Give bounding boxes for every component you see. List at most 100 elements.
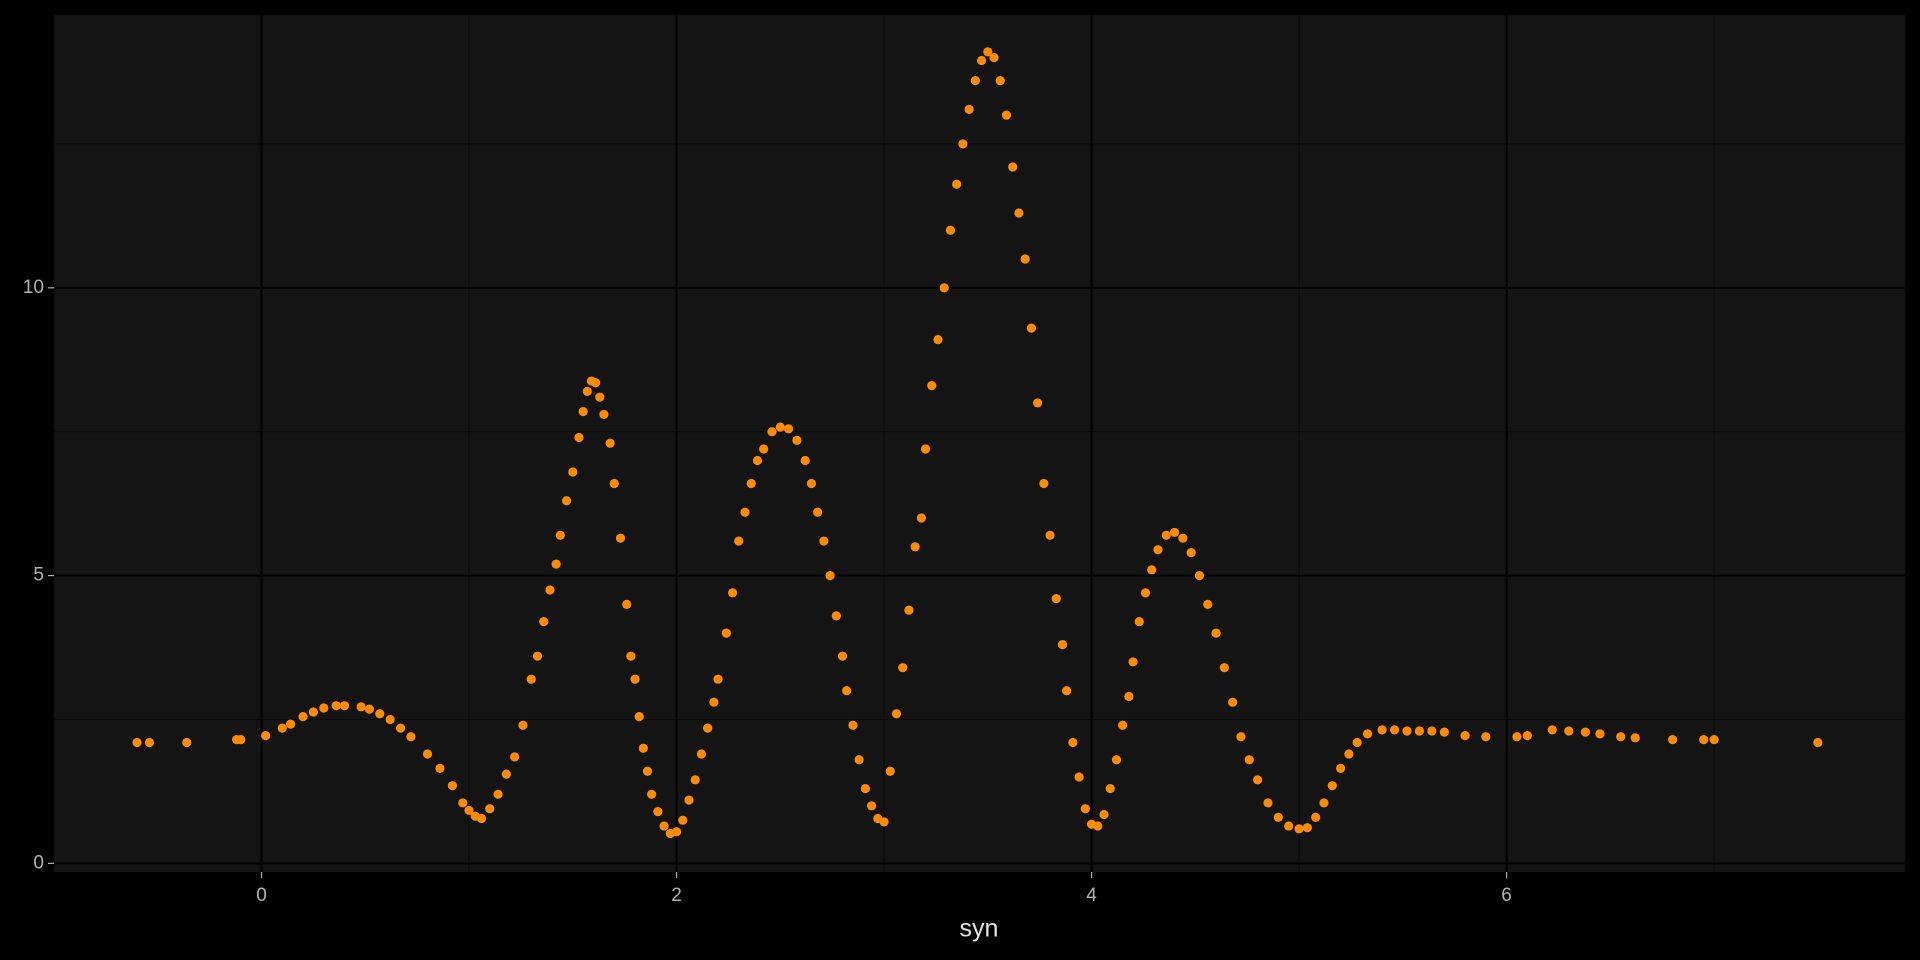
point bbox=[561, 496, 572, 506]
point bbox=[1080, 804, 1090, 814]
point bbox=[647, 789, 657, 799]
point bbox=[696, 749, 707, 759]
point bbox=[1105, 783, 1115, 794]
point bbox=[684, 795, 694, 805]
point bbox=[678, 815, 688, 825]
point bbox=[1014, 208, 1024, 218]
x-tick-label: 2 bbox=[671, 885, 682, 906]
point bbox=[435, 763, 445, 774]
point bbox=[1630, 733, 1640, 743]
point bbox=[356, 702, 366, 712]
point bbox=[945, 225, 956, 235]
point bbox=[1813, 737, 1823, 748]
y-tick-label: 5 bbox=[33, 565, 44, 586]
point bbox=[1512, 732, 1522, 742]
point bbox=[615, 533, 626, 543]
point bbox=[447, 781, 458, 791]
panel bbox=[54, 15, 1905, 872]
point bbox=[989, 52, 999, 63]
point bbox=[1263, 798, 1273, 808]
point bbox=[261, 730, 271, 741]
point bbox=[1311, 812, 1321, 822]
point bbox=[885, 766, 895, 776]
point bbox=[1118, 720, 1128, 730]
point bbox=[622, 599, 632, 609]
point bbox=[595, 392, 605, 402]
point bbox=[501, 769, 511, 779]
point bbox=[1008, 162, 1018, 172]
point bbox=[866, 801, 877, 811]
point bbox=[1284, 821, 1294, 831]
point bbox=[1169, 527, 1180, 538]
point bbox=[551, 559, 561, 569]
point bbox=[634, 712, 644, 722]
point bbox=[582, 386, 592, 397]
point bbox=[144, 737, 155, 748]
point bbox=[1389, 725, 1400, 735]
point bbox=[958, 139, 968, 149]
point bbox=[308, 707, 318, 717]
point bbox=[574, 432, 584, 443]
point bbox=[983, 47, 993, 57]
point bbox=[458, 798, 468, 808]
point bbox=[545, 585, 555, 595]
point bbox=[1039, 478, 1049, 489]
point bbox=[964, 104, 974, 114]
point bbox=[1709, 735, 1719, 745]
point bbox=[568, 467, 578, 477]
point bbox=[1319, 798, 1329, 808]
point bbox=[555, 530, 565, 540]
point bbox=[406, 732, 416, 742]
point bbox=[285, 719, 296, 729]
point bbox=[1427, 726, 1437, 736]
point bbox=[759, 444, 769, 454]
point bbox=[848, 720, 858, 730]
point bbox=[703, 723, 713, 733]
point bbox=[1219, 663, 1229, 673]
point bbox=[1194, 570, 1205, 581]
point bbox=[1001, 110, 1012, 120]
point bbox=[1402, 726, 1412, 736]
point bbox=[734, 536, 744, 546]
point bbox=[1128, 657, 1138, 667]
point bbox=[721, 628, 731, 638]
point bbox=[1099, 809, 1109, 820]
point bbox=[783, 424, 794, 434]
point bbox=[904, 605, 914, 615]
point bbox=[976, 55, 987, 66]
y-tick-label: 10 bbox=[23, 277, 44, 298]
point bbox=[464, 805, 474, 816]
point bbox=[1302, 823, 1312, 833]
point bbox=[1051, 594, 1061, 604]
point bbox=[1699, 735, 1709, 745]
point bbox=[800, 455, 810, 466]
point bbox=[1522, 730, 1532, 741]
point bbox=[879, 817, 889, 827]
point bbox=[1580, 727, 1591, 737]
point bbox=[860, 783, 870, 794]
point bbox=[995, 76, 1005, 86]
point bbox=[236, 735, 246, 745]
point bbox=[713, 674, 723, 684]
point bbox=[630, 674, 640, 684]
y-tick-label: 0 bbox=[33, 852, 44, 873]
point bbox=[891, 709, 902, 719]
point bbox=[298, 712, 308, 722]
point bbox=[916, 513, 926, 523]
point bbox=[1667, 735, 1678, 745]
point bbox=[740, 507, 750, 517]
point bbox=[319, 703, 329, 713]
point bbox=[1273, 812, 1283, 822]
point bbox=[792, 435, 802, 445]
point bbox=[1203, 599, 1213, 609]
point bbox=[1068, 737, 1078, 748]
point bbox=[709, 697, 719, 707]
point bbox=[746, 478, 756, 489]
point bbox=[539, 617, 549, 627]
point bbox=[1057, 640, 1068, 650]
point bbox=[1074, 772, 1084, 782]
point bbox=[813, 507, 823, 517]
point bbox=[806, 478, 817, 489]
